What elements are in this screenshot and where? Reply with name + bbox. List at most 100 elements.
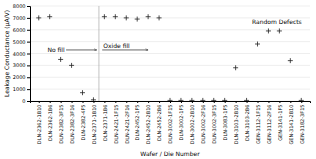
x-tick-mark bbox=[115, 101, 116, 103]
y-tick: 5000 bbox=[13, 39, 30, 45]
point bbox=[36, 15, 41, 20]
points bbox=[36, 14, 304, 101]
grid-line bbox=[30, 41, 310, 42]
point bbox=[233, 65, 238, 70]
annotation: Random Defects bbox=[252, 18, 302, 25]
y-tick-mark bbox=[27, 89, 30, 90]
y-tick-mark bbox=[27, 18, 30, 19]
x-tick-label: DLN-3002-1F15 bbox=[167, 105, 173, 144]
x-tick-mark bbox=[39, 101, 40, 103]
grid bbox=[30, 6, 310, 101]
x-tick: GEN-3182-3F15 bbox=[299, 101, 305, 144]
y-tick-mark bbox=[27, 42, 30, 43]
x-tick-mark bbox=[301, 101, 302, 103]
x-tick-mark bbox=[61, 101, 62, 103]
x-tick-mark bbox=[72, 101, 73, 103]
x-tick: GEN-3112-2F16 bbox=[266, 101, 272, 144]
x-tick: DLN-2421-1F15 bbox=[113, 101, 119, 144]
x-tick-mark bbox=[258, 101, 259, 103]
y-tick: 3000 bbox=[13, 62, 30, 68]
x-tick-label: DLN-2362-1B10 bbox=[36, 105, 42, 145]
y-tick: 2000 bbox=[13, 74, 30, 80]
point bbox=[288, 58, 293, 63]
point bbox=[69, 63, 74, 68]
y-tick-label: 8000 bbox=[13, 3, 26, 9]
x-tick: DLN-2382-3F15 bbox=[58, 101, 64, 144]
point bbox=[135, 17, 140, 22]
x-axis-title: Wafer / Die Number bbox=[140, 150, 200, 157]
x-tick: DLN-2452-2B10 bbox=[145, 101, 151, 144]
y-tick-label: 7000 bbox=[13, 15, 26, 21]
x-tick-mark bbox=[104, 101, 105, 103]
x-tick: DLN-3103-2B6 bbox=[244, 101, 250, 141]
x-tick-label: DLN-2452-2B6 bbox=[156, 105, 162, 142]
x-tick-mark bbox=[214, 101, 215, 103]
annotations bbox=[66, 6, 148, 101]
x-tick-label: DLN-2421-2F16 bbox=[124, 105, 130, 144]
x-tick-label: DLN-3002-3F15 bbox=[211, 105, 217, 144]
grid-line bbox=[30, 53, 310, 54]
x-tick-label: DLN-2382-3F16 bbox=[69, 105, 75, 144]
y-tick-mark bbox=[27, 101, 30, 102]
y-tick-label: 4000 bbox=[13, 51, 26, 57]
x-tick-mark bbox=[148, 101, 149, 103]
point bbox=[157, 15, 162, 20]
x-tick-label: DLN-2421-1F15 bbox=[113, 105, 119, 144]
x-tick: DLN-2382-4F5 bbox=[80, 101, 86, 140]
x-tick-label: DLN-3002-2F16 bbox=[200, 105, 206, 144]
x-tick-label: DLN-3083-1F5 bbox=[222, 105, 228, 141]
x-tick-mark bbox=[192, 101, 193, 103]
x-tick: GEN-3141-1F5 bbox=[277, 101, 283, 141]
point bbox=[200, 98, 205, 101]
x-tick: DLN-3002-1F5 bbox=[178, 101, 184, 140]
y-tick-label: 5000 bbox=[13, 39, 26, 45]
y-tick-mark bbox=[27, 65, 30, 66]
x-tick-label: DLN-3103-2B10 bbox=[233, 105, 239, 145]
y-tick-mark bbox=[27, 6, 30, 7]
x-tick-mark bbox=[290, 101, 291, 103]
y-tick-label: 3000 bbox=[13, 62, 26, 68]
x-tick-mark bbox=[126, 101, 127, 103]
y-tick: 7000 bbox=[13, 15, 30, 21]
x-tick: DLN-2362-1B6 bbox=[47, 101, 53, 141]
divider-line bbox=[98, 6, 99, 101]
x-tick-label: DLN-2382-4F5 bbox=[80, 105, 86, 141]
point bbox=[266, 28, 271, 33]
point bbox=[146, 14, 151, 19]
x-tick-label: DLN-3103-2B6 bbox=[244, 105, 250, 142]
y-tick-mark bbox=[27, 54, 30, 55]
x-tick-mark bbox=[247, 101, 248, 103]
x-tick: DLN-3002-3F15 bbox=[211, 101, 217, 144]
x-tick-label: GEN-3112-2F16 bbox=[266, 105, 272, 145]
x-tick-label: GEN-3141-1F5 bbox=[277, 105, 283, 141]
x-tick-mark bbox=[225, 101, 226, 103]
y-axis-line bbox=[27, 7, 31, 102]
x-tick: DLN-3002-1F15 bbox=[167, 101, 173, 144]
y-tick-label: 2000 bbox=[13, 74, 26, 80]
annotation-arrow bbox=[66, 49, 97, 50]
y-tick: 6000 bbox=[13, 27, 30, 33]
y-tick-mark bbox=[27, 77, 30, 78]
x-tick-label: GEN-3112-1F15 bbox=[255, 105, 261, 145]
x-tick-mark bbox=[203, 101, 204, 103]
x-tick-mark bbox=[181, 101, 182, 103]
x-tick-mark bbox=[93, 101, 94, 103]
x-tick-mark bbox=[137, 101, 138, 103]
grid-line bbox=[30, 77, 310, 78]
point bbox=[277, 28, 282, 33]
x-tick-label: DLN-3002-2B10 bbox=[189, 105, 195, 145]
x-tick: DLN-3103-2B10 bbox=[233, 101, 239, 144]
y-tick: 8000 bbox=[13, 3, 30, 9]
x-tick-label: DLN-2371-1B6 bbox=[102, 105, 108, 142]
x-tick-label: DLN-2382-3F15 bbox=[58, 105, 64, 144]
y-tick-label: 0 bbox=[22, 98, 25, 104]
annotation-texts: No fillOxide fillRandom Defects bbox=[48, 18, 302, 52]
x-tick: DLN-3083-1F5 bbox=[222, 101, 228, 140]
x-tick-mark bbox=[170, 101, 171, 103]
point bbox=[244, 98, 249, 101]
x-tick: DLN-2382-3F16 bbox=[69, 101, 75, 144]
x-tick-label: GEN-3141-2B10 bbox=[288, 105, 294, 145]
point bbox=[80, 90, 85, 95]
x-tick-label: DLN-2362-1B6 bbox=[47, 105, 53, 142]
x-tick-mark bbox=[236, 101, 237, 103]
